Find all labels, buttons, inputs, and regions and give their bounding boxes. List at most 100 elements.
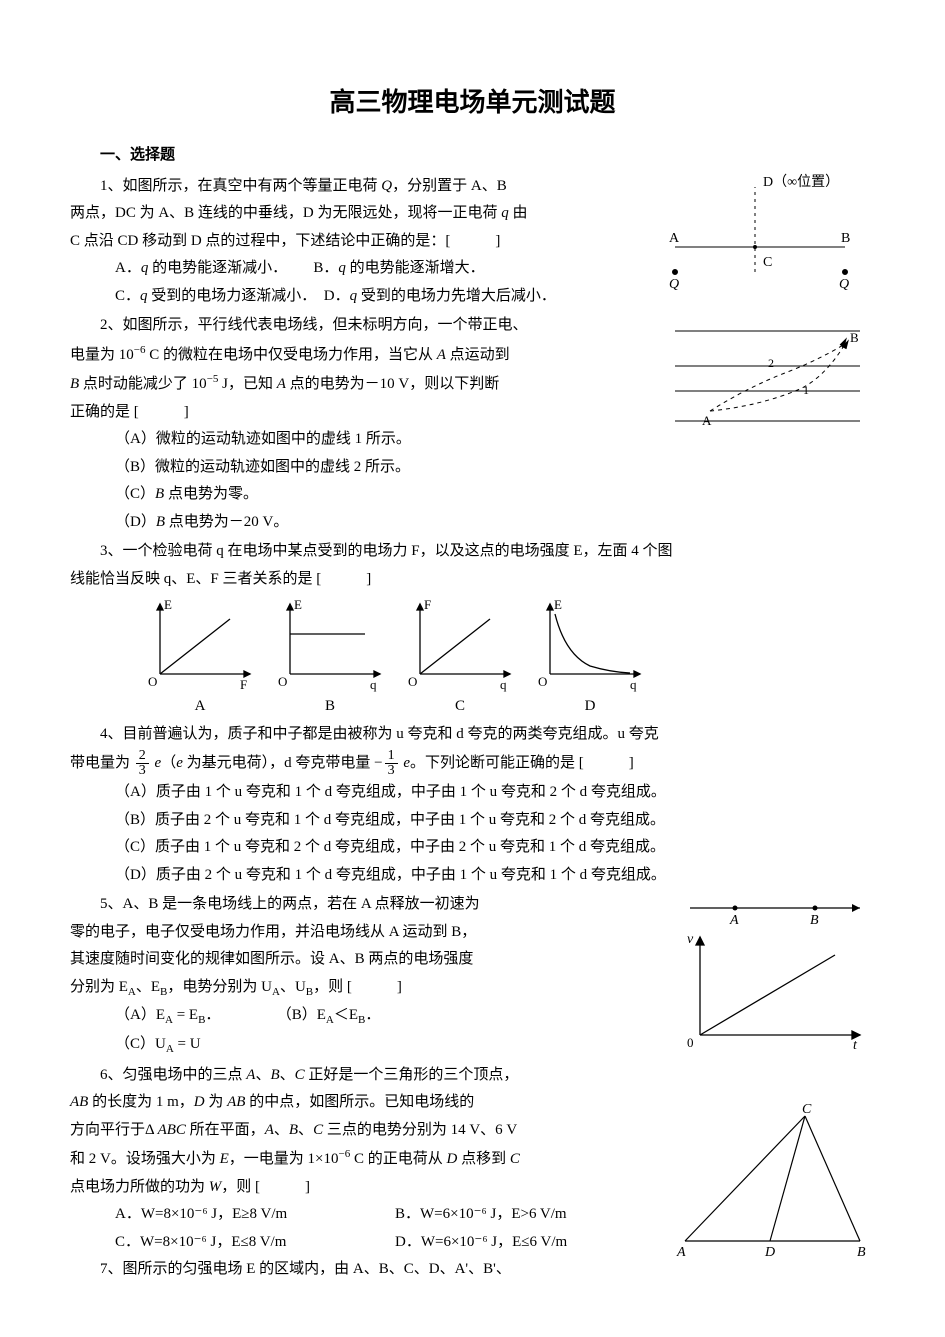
q6-line: 点电场力所做的功为 W，则 [ ] — [70, 1175, 655, 1201]
text: 所在平面， — [186, 1122, 265, 1138]
text: ，一电量为 1×10 — [229, 1151, 339, 1167]
var: q — [140, 288, 148, 304]
question-6: 6、匀强电场中的三点 A、B、C 正好是一个三角形的三个顶点， AB 的长度为 … — [70, 1061, 875, 1285]
var: E — [220, 1151, 229, 1167]
graph-label-d: D — [530, 694, 650, 720]
sub: A — [326, 1014, 334, 1026]
label-D: D（∞位置） — [763, 174, 839, 190]
origin: O — [408, 674, 417, 689]
q5-line: 5、A、B 是一条电场线上的两点，若在 A 点释放一初速为 — [70, 892, 665, 918]
text: 和 2 V。设场强大小为 — [70, 1151, 220, 1167]
text: 由 — [509, 205, 528, 221]
var: A — [437, 347, 446, 363]
graph-label-a: A — [140, 694, 260, 720]
q2-option-b: （B）微粒的运动轨迹如图中的虚线 2 所示。 — [70, 455, 650, 481]
exp: −6 — [134, 344, 146, 356]
var: e — [176, 755, 183, 771]
text: 受到的电场力逐渐减小． D． — [148, 288, 350, 304]
q4-option-b: （B）质子由 2 个 u 夸克和 1 个 d 夸克组成，中子由 1 个 u 夸克… — [70, 808, 875, 834]
text: 1、如图所示，在真空中有两个等量正电荷 — [100, 178, 381, 194]
label-A: A — [676, 1245, 686, 1260]
figure-q1: D（∞位置） A B C Q Q — [645, 172, 875, 302]
q3-line: 线能恰当反映 q、E、F 三者关系的是 [ ] — [70, 567, 875, 593]
axis-y: E — [164, 597, 172, 612]
label: （C）U — [115, 1036, 166, 1052]
text: 、 — [298, 1122, 313, 1138]
text: ，则 [ ] — [313, 979, 402, 995]
var-q: q — [501, 205, 509, 221]
label-A: A — [669, 231, 680, 246]
text: 正好是一个三角形的三个顶点， — [305, 1067, 519, 1083]
var: W — [209, 1179, 222, 1195]
text: 。下列论断可能正确的是 [ ] — [410, 755, 634, 771]
q5-line: 分别为 EA、EB，电势分别为 UA、UB，则 [ ] — [70, 975, 665, 1002]
var: B — [156, 514, 165, 530]
text: 方向平行于Δ — [70, 1122, 158, 1138]
exp: −6 — [338, 1148, 350, 1160]
fraction-icon: 13 — [385, 749, 398, 778]
graph-d: E q O — [530, 594, 650, 694]
q6-option-d: D．W=6×10⁻⁶ J，E≤6 V/m — [395, 1230, 655, 1256]
q1-option-c-d: C．q 受到的电场力逐渐减小． D．q 受到的电场力先增大后减小． — [70, 284, 635, 310]
text: ，分别置于 A、B — [392, 178, 507, 194]
text: 的中点，如图所示。已知电场线的 — [245, 1094, 474, 1110]
axis-y: E — [554, 597, 562, 612]
text: 三点的电势分别为 14 V、6 V — [323, 1122, 517, 1138]
exp: −5 — [207, 373, 219, 385]
label-A: A — [729, 913, 739, 925]
var: q — [338, 260, 346, 276]
q4-option-a: （A）质子由 1 个 u 夸克和 1 个 d 夸克组成，中子由 1 个 u 夸克… — [70, 780, 875, 806]
q4-line: 带电量为 23 e（e 为基元电荷），d 夸克带电量 −13 e。下列论断可能正… — [70, 749, 875, 778]
text: 带电量为 — [70, 755, 134, 771]
question-3: 3、一个检验电荷 q 在电场中某点受到的电场力 F，以及这点的电场强度 E，左面… — [70, 539, 875, 720]
question-2: 2、如图所示，平行线代表电场线，但未标明方向，一个带正电、 电量为 10−6 C… — [70, 311, 875, 537]
section-heading: 一、选择题 — [70, 142, 875, 168]
label-B: B — [841, 231, 850, 246]
var: B — [289, 1122, 298, 1138]
figure-q5a: A B — [675, 890, 875, 925]
label: （B）E — [277, 1007, 326, 1023]
var: A — [265, 1122, 274, 1138]
sub: A — [165, 1014, 173, 1026]
graph-c: F q O — [400, 594, 520, 694]
label-Q1: Q — [669, 277, 679, 292]
q6-option-b: B．W=6×10⁻⁶ J，E>6 V/m — [395, 1202, 655, 1228]
q1-line: 两点，DC 为 A、B 连线的中垂线，D 为无限远处，现将一正电荷 q 由 — [70, 201, 635, 227]
text: 分别为 E — [70, 979, 128, 995]
q6-line: 方向平行于Δ ABC 所在平面，A、B、C 三点的电势分别为 14 V、6 V — [70, 1118, 655, 1144]
q4-option-d: （D）质子由 2 个 u 夸克和 1 个 d 夸克组成，中子由 1 个 u 夸克… — [70, 863, 875, 889]
text: ＜E — [334, 1007, 358, 1023]
q5-line: 零的电子，电子仅受电场力作用，并沿电场线从 A 运动到 B， — [70, 920, 665, 946]
var-Q: Q — [381, 178, 392, 194]
sub: A — [272, 986, 280, 998]
axis-x: q — [370, 677, 377, 692]
sub: A — [166, 1043, 174, 1055]
label: C． — [115, 288, 140, 304]
label: B． — [313, 260, 338, 276]
origin: O — [538, 674, 547, 689]
label-D: D — [764, 1245, 775, 1260]
text: 点的电势为－10 V，则以下判断 — [286, 376, 499, 392]
q2-option-a: （A）微粒的运动轨迹如图中的虚线 1 所示。 — [70, 427, 650, 453]
axis-x: q — [630, 677, 637, 692]
text: 的电势能逐渐增大． — [346, 260, 485, 276]
q4-option-c: （C）质子由 1 个 u 夸克和 2 个 d 夸克组成，中子由 2 个 u 夸克… — [70, 835, 875, 861]
origin: O — [148, 674, 157, 689]
text: 、 — [274, 1122, 289, 1138]
text: 的长度为 1 m， — [88, 1094, 193, 1110]
q5-option-ab: （A）EA = EB． （B）EA＜EB． — [70, 1003, 665, 1030]
graph-b: E q O — [270, 594, 390, 694]
q1-option-a-b: A．q 的电势能逐渐减小． B．q 的电势能逐渐增大． — [70, 256, 635, 282]
axis-t: t — [853, 1038, 858, 1053]
var: B — [155, 486, 164, 502]
text: 电量为 10 — [70, 347, 134, 363]
question-5: 5、A、B 是一条电场线上的两点，若在 A 点释放一初速为 零的电子，电子仅受电… — [70, 890, 875, 1061]
label: A． — [115, 260, 141, 276]
label: （A）E — [115, 1007, 165, 1023]
var: C — [510, 1151, 520, 1167]
q6-options: A．W=8×10⁻⁶ J，E≥8 V/m B．W=6×10⁻⁶ J，E>6 V/… — [115, 1202, 655, 1255]
text: 点电场力所做的功为 — [70, 1179, 209, 1195]
graph-label-b: B — [270, 694, 390, 720]
text: C 的正电荷从 — [350, 1151, 446, 1167]
text: 点运动到 — [446, 347, 510, 363]
